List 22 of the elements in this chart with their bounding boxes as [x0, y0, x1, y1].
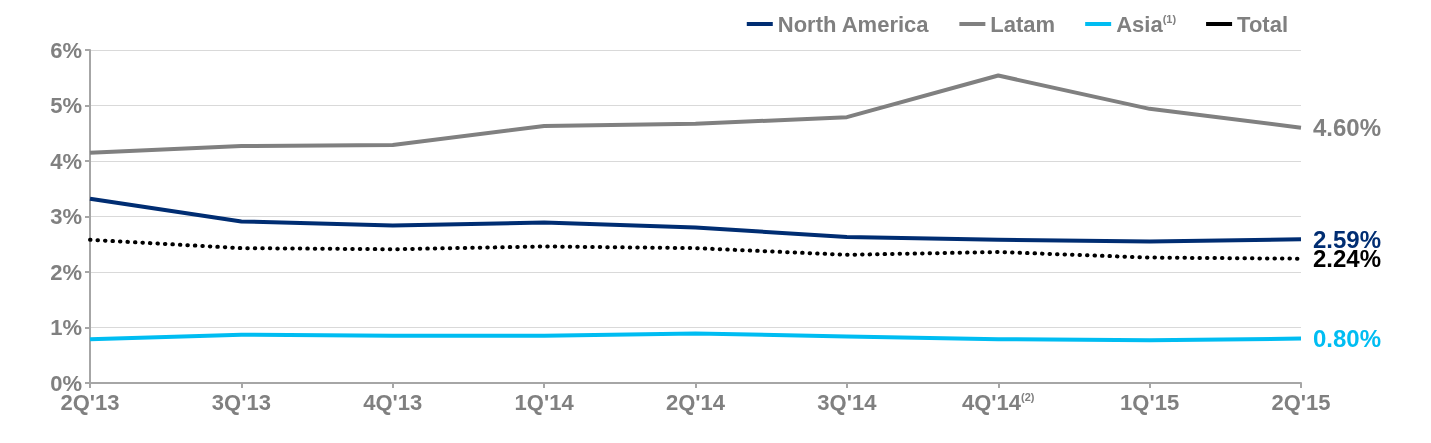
- y-tick-label: 0%: [50, 370, 82, 396]
- legend-label: Total: [1237, 11, 1288, 37]
- x-tick-label: 2Q'15: [1271, 389, 1331, 415]
- y-tick-label: 4%: [50, 148, 82, 174]
- x-tick-label: 2Q'14: [665, 389, 726, 415]
- legend-label: North America: [777, 11, 930, 37]
- y-tick-label: 1%: [50, 315, 82, 340]
- x-tick-label: 4Q'13: [363, 389, 423, 415]
- y-tick-label: 5%: [50, 93, 82, 118]
- y-tick-label: 3%: [50, 204, 82, 229]
- data-label: 0.80%: [1313, 325, 1382, 353]
- line-series: [88, 73, 1303, 155]
- y-tick-label: 2%: [50, 259, 82, 285]
- x-tick-label: 1Q'15: [1120, 389, 1180, 415]
- line-series: [88, 331, 1303, 343]
- y-tick-label: 6%: [50, 37, 82, 63]
- x-tick-label: 3Q'13: [211, 389, 271, 415]
- x-tick-label: 3Q'14: [817, 389, 878, 415]
- line-series: [88, 196, 1303, 244]
- x-tick-label: 1Q'14: [514, 389, 575, 415]
- legend-label: Latam: [990, 11, 1056, 37]
- data-label: 4.60%: [1313, 114, 1382, 142]
